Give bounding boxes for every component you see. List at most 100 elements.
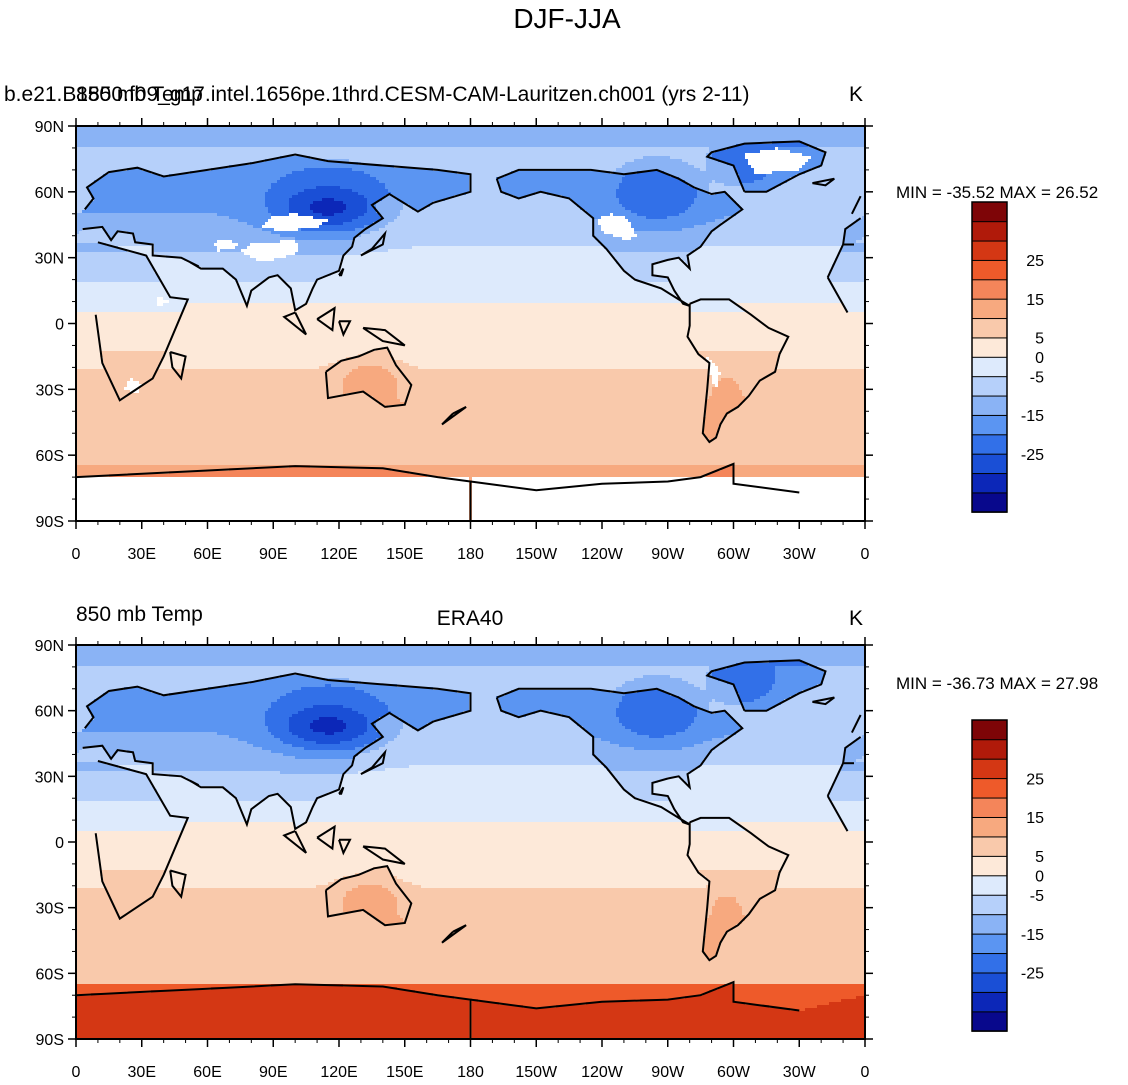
map-cell xyxy=(94,198,266,202)
map-cell xyxy=(601,228,635,232)
map-cell xyxy=(454,195,515,199)
map-cell xyxy=(523,1005,557,1009)
map-cell xyxy=(76,684,230,688)
x-tick-label: 60W xyxy=(717,546,751,563)
map-cell xyxy=(592,735,650,739)
map-cell xyxy=(745,1002,830,1006)
map-cell xyxy=(304,747,356,751)
map-cell xyxy=(391,372,710,376)
map-cell xyxy=(682,777,689,781)
map-cell xyxy=(622,723,692,727)
map-cell xyxy=(706,681,728,685)
map-cell xyxy=(391,192,467,196)
map-cell xyxy=(76,855,865,859)
map-cell xyxy=(712,738,728,742)
map-cell xyxy=(700,765,842,769)
map-cell xyxy=(76,129,865,133)
map-cell xyxy=(760,696,791,700)
map-cell xyxy=(76,510,470,514)
map-cell xyxy=(313,720,344,724)
map-cell xyxy=(469,177,497,181)
map-cell xyxy=(346,771,359,775)
map-cell xyxy=(100,351,167,355)
map-cell xyxy=(166,351,368,355)
colorbar-label: 25 xyxy=(1026,253,1044,270)
map-cell xyxy=(652,789,830,793)
map-cell xyxy=(688,207,743,211)
map-cell xyxy=(238,243,251,247)
map-cell xyxy=(472,1017,865,1021)
map-cell xyxy=(823,669,865,673)
map-cell xyxy=(280,738,305,742)
map-cell xyxy=(103,366,158,370)
map-cell xyxy=(835,777,865,781)
map-cell xyxy=(346,726,368,730)
map-cell xyxy=(388,189,470,193)
map-cell xyxy=(733,474,865,478)
map-cell xyxy=(637,234,710,238)
map-cell xyxy=(136,240,218,244)
map-cell xyxy=(736,168,755,172)
map-cell xyxy=(394,357,704,361)
map-cell xyxy=(160,795,236,799)
map-cell xyxy=(622,267,653,271)
map-cell xyxy=(787,180,865,184)
map-cell xyxy=(292,690,365,694)
map-cell xyxy=(616,189,698,193)
map-cell xyxy=(733,984,865,988)
coastline xyxy=(338,268,345,277)
map-cell xyxy=(733,378,865,382)
map-cell xyxy=(337,270,626,274)
map-cell xyxy=(844,825,865,829)
map-cell xyxy=(670,156,707,160)
map-cell xyxy=(292,195,365,199)
map-cell xyxy=(76,999,470,1003)
map-cell xyxy=(76,441,865,445)
map-cell xyxy=(583,726,626,730)
map-cell xyxy=(352,708,389,712)
map-cell xyxy=(505,693,626,697)
map-cell xyxy=(394,738,593,742)
map-cell xyxy=(268,276,281,280)
map-cell xyxy=(862,756,865,760)
map-cell xyxy=(76,477,470,481)
map-cell xyxy=(829,1002,865,1006)
map-cell xyxy=(76,816,865,820)
map-cell xyxy=(703,426,719,430)
map-cell xyxy=(619,717,695,721)
map-cell xyxy=(76,480,470,484)
map-cell xyxy=(403,720,434,724)
map-cell xyxy=(136,759,353,763)
map-cell xyxy=(379,228,593,232)
map-cell xyxy=(76,339,865,343)
x-tick-label: 30W xyxy=(783,546,817,563)
coastline xyxy=(842,217,862,245)
map-cell xyxy=(328,882,413,886)
map-cell xyxy=(76,885,107,889)
map-cell xyxy=(100,873,164,877)
map-cell xyxy=(313,210,344,214)
map-cell xyxy=(76,411,707,415)
map-cell xyxy=(835,780,865,784)
map-cell xyxy=(712,750,845,754)
map-cell xyxy=(76,735,230,739)
map-cell xyxy=(367,720,377,724)
map-cell xyxy=(844,228,865,232)
map-cell xyxy=(190,780,341,784)
map-cell xyxy=(76,381,128,385)
map-cell xyxy=(862,735,865,739)
map-cell xyxy=(808,663,865,667)
map-cell xyxy=(304,738,353,742)
map-cell xyxy=(376,720,404,724)
map-cell xyxy=(718,426,865,430)
map-cell xyxy=(715,228,845,232)
map-cell xyxy=(76,516,470,520)
map-cell xyxy=(280,795,323,799)
colorbar-swatch xyxy=(971,259,1008,281)
map-cell xyxy=(76,762,107,766)
map-cell xyxy=(76,387,125,391)
map-cell xyxy=(157,792,230,796)
map-cell xyxy=(628,792,653,796)
x-tick-label: 150E xyxy=(386,1064,423,1081)
map-cell xyxy=(613,774,689,778)
